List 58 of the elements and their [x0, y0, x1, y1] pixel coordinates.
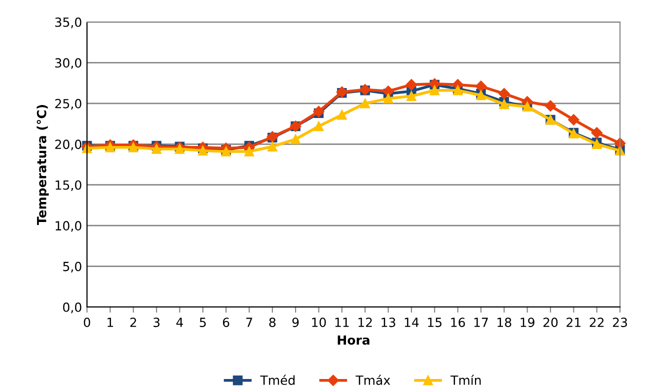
x-tick-label: 7 — [246, 318, 252, 327]
x-tick-label: 10 — [312, 318, 326, 328]
x-tick-label: 12 — [358, 318, 372, 327]
point — [498, 88, 510, 100]
x-tick-label: 20 — [543, 318, 558, 328]
point — [198, 146, 208, 156]
legend-label: Tmáx — [356, 374, 390, 385]
point — [313, 106, 324, 118]
x-tick-label: 23 — [612, 318, 627, 328]
point — [337, 110, 347, 120]
point — [544, 100, 556, 112]
x-tick-label: 14 — [404, 318, 419, 327]
x-tick-label: 8 — [269, 318, 276, 328]
point — [406, 79, 418, 90]
point — [430, 86, 440, 96]
y-tick-label: 15,0 — [56, 180, 82, 192]
x-tick-label: 4 — [176, 318, 183, 327]
point — [382, 86, 394, 97]
point — [314, 121, 324, 132]
x-tick-label: 22 — [590, 318, 604, 327]
y-tick-label: 25,0 — [55, 98, 82, 110]
legend-label: Tméd — [260, 374, 295, 385]
point — [152, 144, 162, 154]
x-tick-label: 5 — [200, 318, 206, 328]
x-tick-label: 13 — [382, 318, 396, 328]
legend-label: Tmín — [450, 374, 481, 385]
point — [360, 98, 370, 108]
point — [475, 80, 487, 92]
point — [406, 91, 416, 101]
y-tick-label: 5,0 — [63, 262, 82, 272]
point — [174, 144, 185, 154]
x-tick-label: 3 — [154, 318, 160, 328]
x-tick-label: 18 — [498, 318, 512, 328]
x-tick-label: 0 — [84, 318, 90, 328]
y-tick-label: 30,0 — [55, 58, 82, 69]
x-tick-label: 6 — [222, 318, 230, 328]
point — [268, 142, 278, 152]
point — [568, 114, 580, 126]
point — [591, 127, 602, 138]
y-tick-label: 10,0 — [56, 221, 82, 232]
point — [383, 94, 394, 104]
point — [244, 146, 254, 156]
x-tick-label: 1 — [108, 318, 113, 327]
point — [499, 99, 509, 110]
x-tick-label: 17 — [474, 318, 488, 327]
x-tick-label: 2 — [130, 318, 136, 327]
point — [290, 134, 300, 144]
y-tick-label: 0,0 — [63, 302, 82, 314]
x-tick-label: 21 — [566, 318, 580, 327]
x-tick-label: 19 — [520, 318, 534, 328]
y-axis-title: Temperatura (°C) — [36, 105, 49, 225]
x-tick-label: 16 — [451, 318, 465, 328]
y-tick-label: 35,0 — [55, 17, 82, 28]
x-tick-label: 9 — [292, 318, 299, 328]
x-tick-label: 11 — [335, 318, 349, 327]
x-tick-label: 15 — [428, 318, 442, 328]
x-axis-title: Hora — [338, 335, 370, 345]
y-tick-label: 20,0 — [55, 140, 82, 150]
